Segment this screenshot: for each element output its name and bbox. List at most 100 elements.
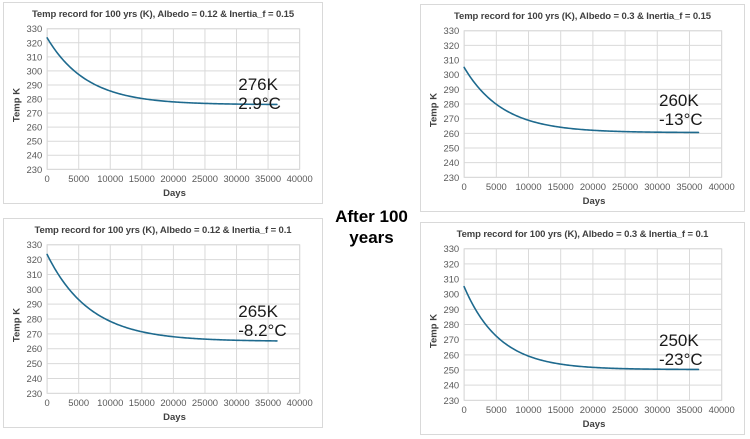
y-tick-label: 260	[443, 349, 459, 360]
annotation-kelvin-value: 250K	[659, 331, 699, 351]
y-tick-label: 240	[444, 157, 460, 168]
temperature-curve	[463, 285, 700, 371]
y-tick-labels: 230 240 250 260 270 280 290 300 310 320 330	[27, 23, 43, 175]
x-axis-title: Days	[163, 412, 186, 423]
y-tick-label: 320	[26, 254, 42, 265]
x-tick-label: 40000	[287, 397, 313, 408]
y-tick-label: 250	[444, 142, 460, 153]
x-tick-label: 15000	[548, 404, 574, 415]
y-tick-label: 250	[443, 364, 459, 375]
plot-border	[46, 28, 301, 170]
y-tick-label: 290	[443, 304, 459, 315]
x-tick-label: 35000	[255, 173, 281, 184]
y-tick-label: 280	[443, 319, 459, 330]
temperature-curve	[46, 37, 278, 106]
x-axis-title: Days	[163, 188, 186, 199]
annotation-celsius-value: -23°C	[659, 350, 703, 370]
final-temperature-annotation: 265K -8.2°C	[238, 302, 286, 340]
x-tick-labels: 0 5000 10000 15000 20000 25000 30000 35000 40000	[45, 173, 313, 184]
y-tick-label: 300	[444, 69, 460, 80]
x-tick-label: 0	[462, 404, 467, 415]
x-axis-title: Days	[582, 196, 606, 207]
x-tick-label: 10000	[97, 173, 123, 184]
y-tick-label: 240	[443, 380, 459, 391]
y-tick-label: 280	[444, 99, 460, 110]
x-tick-label: 20000	[580, 181, 606, 192]
annotation-celsius-value: 2.9°C	[238, 93, 281, 113]
y-tick-label: 280	[26, 314, 42, 325]
chart-panel-albedo-012-inertia-015: 230 240 250 260 270 280 290 300 310 320 330 0 5000 10…	[3, 2, 323, 204]
x-tick-label: 5000	[486, 181, 507, 192]
y-tick-label: 270	[443, 334, 459, 345]
y-tick-label: 250	[26, 358, 42, 369]
plot-area: 230 240 250 260 270 280 290 300 310 320 330 0 5000 10…	[443, 243, 735, 415]
x-tick-label: 10000	[515, 404, 541, 415]
x-tick-label: 25000	[192, 397, 218, 408]
y-tick-label: 300	[26, 284, 42, 295]
x-tick-label: 0	[462, 181, 467, 192]
x-tick-label: 5000	[68, 173, 89, 184]
x-tick-label: 25000	[612, 181, 638, 192]
plot-area: 230 240 250 260 270 280 290 300 310 320 330 0 5000 10…	[444, 25, 735, 192]
x-tick-label: 20000	[160, 173, 186, 184]
y-tick-label: 320	[443, 258, 459, 269]
y-tick-label: 270	[26, 328, 42, 339]
y-tick-label: 230	[26, 388, 42, 399]
x-tick-label: 20000	[160, 397, 186, 408]
y-tick-label: 330	[26, 239, 42, 250]
x-tick-label: 25000	[192, 173, 218, 184]
x-tick-label: 15000	[548, 181, 574, 192]
temperature-curve	[463, 66, 700, 134]
x-tick-label: 25000	[612, 404, 638, 415]
final-temperature-annotation: 260K -13°C	[659, 91, 703, 129]
chart-title: Temp record for 100 yrs (K), Albedo = 0.…	[34, 225, 292, 236]
x-tick-label: 40000	[709, 404, 735, 415]
y-tick-label: 310	[26, 269, 42, 280]
x-tick-label: 35000	[676, 181, 702, 192]
y-tick-label: 230	[27, 164, 43, 175]
y-tick-label: 250	[27, 136, 43, 147]
y-tick-labels: 230 240 250 260 270 280 290 300 310 320 330	[26, 239, 42, 399]
chart-panel-albedo-03-inertia-015: 230 240 250 260 270 280 290 300 310 320 330 0 5000 10…	[420, 4, 745, 212]
y-tick-label: 320	[444, 40, 460, 51]
chart-title: Temp record for 100 yrs (K), Albedo = 0.…	[31, 9, 295, 20]
x-tick-label: 30000	[223, 173, 249, 184]
x-tick-label: 30000	[644, 404, 670, 415]
x-tick-label: 35000	[676, 404, 702, 415]
y-tick-label: 310	[27, 51, 43, 62]
x-tick-labels: 0 5000 10000 15000 20000 25000 30000 35000 40000	[462, 181, 735, 192]
annotation-kelvin-value: 265K	[238, 301, 278, 321]
x-tick-label: 30000	[644, 181, 670, 192]
y-tick-label: 290	[27, 79, 43, 90]
y-tick-label: 260	[444, 128, 460, 139]
plot-area: 230 240 250 260 270 280 290 300 310 320 330 0 5000 10…	[26, 239, 313, 408]
annotation-celsius-value: -8.2°C	[238, 320, 287, 340]
plot-border	[463, 248, 723, 401]
annotation-celsius-value: -13°C	[659, 110, 703, 129]
temperature-curve	[46, 253, 278, 342]
plot-border	[463, 30, 723, 178]
y-tick-label: 260	[27, 122, 43, 133]
y-tick-label: 320	[27, 37, 43, 48]
y-tick-label: 300	[443, 289, 459, 300]
gridlines	[463, 248, 723, 401]
y-tick-label: 230	[444, 172, 460, 183]
y-tick-label: 270	[444, 113, 460, 124]
final-temperature-annotation: 250K -23°C	[659, 331, 703, 369]
y-tick-label: 270	[27, 108, 43, 119]
x-tick-label: 35000	[255, 397, 281, 408]
y-tick-label: 310	[443, 274, 459, 285]
x-axis-title: Days	[582, 419, 606, 430]
y-tick-label: 260	[26, 343, 42, 354]
y-tick-label: 300	[27, 65, 43, 76]
y-tick-labels: 230 240 250 260 270 280 290 300 310 320 330	[443, 243, 459, 406]
y-tick-label: 240	[26, 373, 42, 384]
y-tick-label: 280	[27, 94, 43, 105]
final-temperature-annotation: 276K 2.9°C	[238, 75, 281, 113]
x-tick-label: 30000	[223, 397, 249, 408]
x-tick-label: 10000	[515, 181, 541, 192]
x-tick-label: 15000	[129, 173, 155, 184]
y-tick-label: 290	[26, 299, 42, 310]
x-tick-labels: 0 5000 10000 15000 20000 25000 30000 35000 40000	[462, 404, 735, 415]
